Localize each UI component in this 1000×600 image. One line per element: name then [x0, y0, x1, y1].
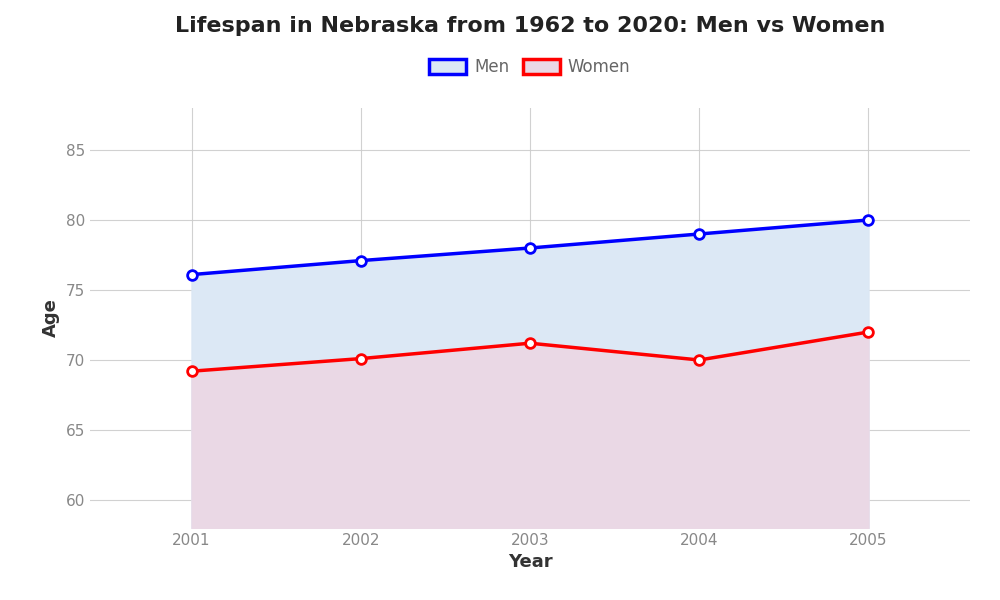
X-axis label: Year: Year: [508, 553, 552, 571]
Legend: Men, Women: Men, Women: [423, 51, 637, 83]
Y-axis label: Age: Age: [42, 299, 60, 337]
Title: Lifespan in Nebraska from 1962 to 2020: Men vs Women: Lifespan in Nebraska from 1962 to 2020: …: [175, 16, 885, 35]
